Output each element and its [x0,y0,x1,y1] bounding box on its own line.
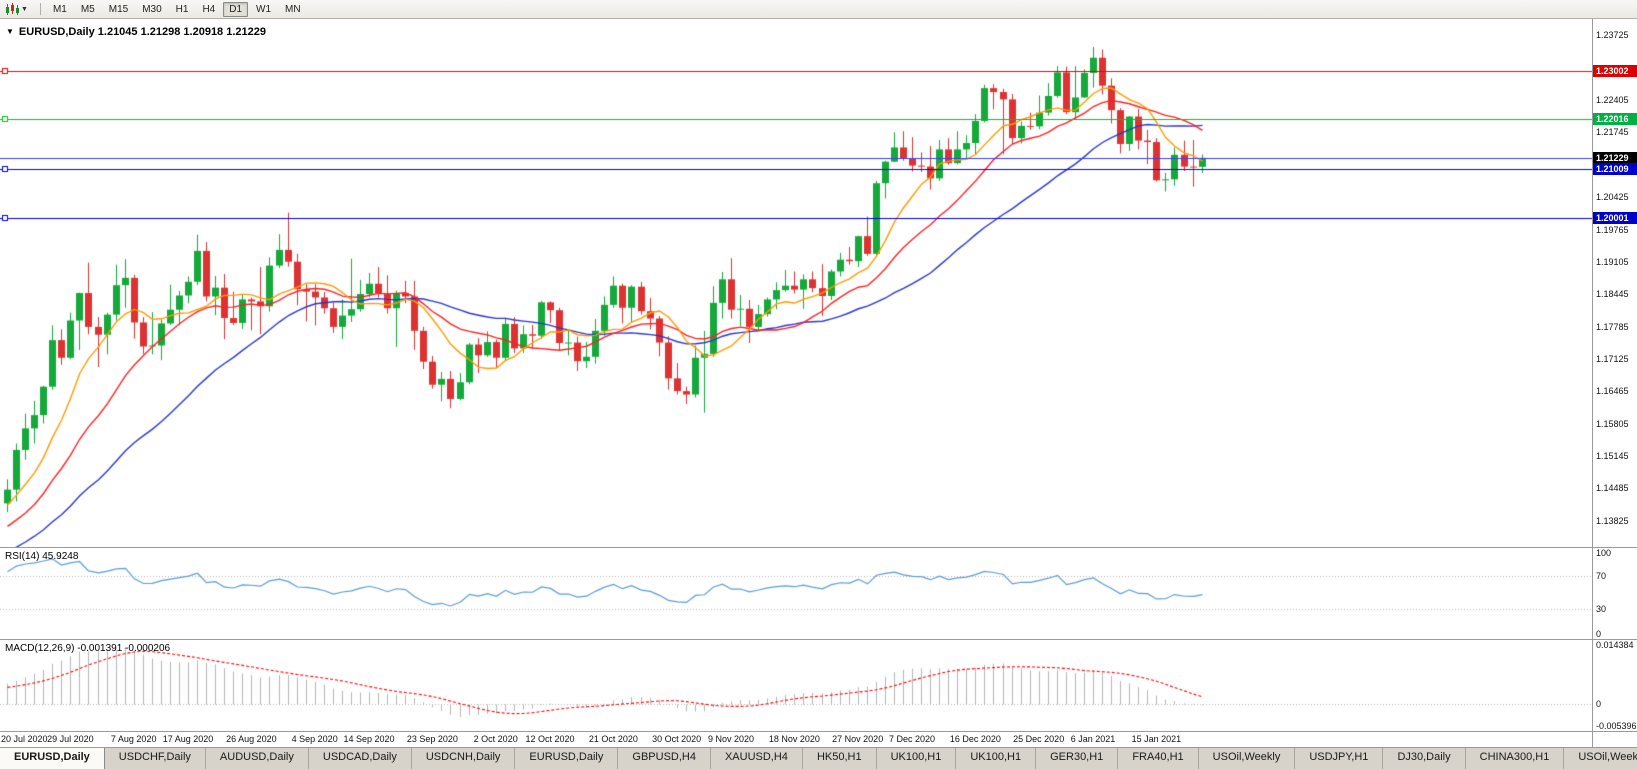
price-tick-label: 1.15805 [1596,418,1629,429]
timeframe-button-mn[interactable]: MN [285,3,301,15]
macd-label: MACD(12,26,9) -0.001391 -0.000206 [5,643,171,654]
chart-tab[interactable]: FRA40,H1 [1118,748,1199,769]
date-tick-label: 14 Sep 2020 [343,734,395,744]
chart-tab[interactable]: AUDUSD,Daily [206,748,309,769]
macd-canvas[interactable] [0,640,1592,731]
date-tick-label: 7 Dec 2020 [888,734,936,744]
price-axis[interactable]: 1.23725 1.22405 1.21745 1.20425 1.19765 1.191… [1592,19,1637,547]
price-tick-label: 1.15145 [1596,451,1629,462]
chart-tab[interactable]: EURUSD,Daily [0,748,105,769]
macd-tick-label: 0 [1596,698,1602,709]
chart-tab[interactable]: UK100,H1 [956,748,1037,769]
chart-title-text: EURUSD,Daily 1.21045 1.21298 1.20918 1.2… [18,26,266,38]
rsi-label: RSI(14) 45.9248 [5,551,79,562]
date-tick-label: 26 Aug 2020 [226,734,277,744]
date-tick-label: 6 Jan 2021 [1070,734,1116,744]
price-chart-panel: ▼ EURUSD,Daily 1.21045 1.21298 1.20918 1… [0,19,1637,547]
timeframe-button-m15[interactable]: M15 [108,3,129,15]
rsi-tick-label: 70 [1596,570,1607,581]
chart-tab[interactable]: USDCHF,Daily [105,748,206,769]
price-tick-label: 1.13825 [1596,515,1629,526]
timeframe-button-m5[interactable]: M5 [80,3,95,15]
price-level-badge: 1.22016 [1593,113,1637,126]
chart-tab[interactable]: GBPUSD,H4 [618,748,711,769]
date-tick-label: 30 Oct 2020 [652,734,702,744]
timeframe-button-w1[interactable]: W1 [256,3,272,15]
chart-title: ▼ EURUSD,Daily 1.21045 1.21298 1.20918 1… [6,26,266,38]
date-tick-label: 17 Aug 2020 [162,734,214,744]
date-tick-label: 29 Jul 2020 [47,734,94,744]
price-tick-label: 1.22405 [1596,95,1629,106]
date-tick-label: 12 Oct 2020 [525,734,575,744]
timeframe-button-m1[interactable]: M1 [52,3,67,15]
price-level-badge: 1.21009 [1593,162,1637,175]
price-tick-label: 1.19105 [1596,256,1629,267]
chart-tab[interactable]: USDCAD,Daily [309,748,412,769]
macd-axis: 0.014384 0 -0.005396 [1592,640,1637,731]
chart-tab[interactable]: GER30,H1 [1036,748,1119,769]
price-chart-canvas[interactable] [0,19,1592,547]
macd-tick-label: -0.005396 [1596,721,1637,731]
price-tick-label: 1.21745 [1596,127,1629,138]
chart-tab[interactable]: CHINA300,H1 [1466,748,1565,769]
timeframe-button-h4[interactable]: H4 [202,3,216,15]
date-tick-label: 9 Nov 2020 [707,734,755,744]
macd-panel: MACD(12,26,9) -0.001391 -0.000206 0.0143… [0,639,1637,731]
toolbar-separator [39,3,41,15]
chart-tab[interactable]: USOil,Weekly [1564,748,1637,769]
rsi-tick-label: 0 [1596,629,1602,639]
price-tick-label: 1.19765 [1596,224,1629,235]
time-axis-corner [1592,732,1637,747]
date-tick-label: 25 Dec 2020 [1013,734,1065,744]
price-tick-label: 1.23725 [1596,30,1629,41]
chart-tab[interactable]: HK50,H1 [803,748,877,769]
rsi-panel: RSI(14) 45.9248 100 70 30 0 [0,547,1637,639]
date-tick-label: 23 Sep 2020 [406,734,458,744]
date-tick-label: 15 Jan 2021 [1131,734,1182,744]
collapse-arrow-icon[interactable]: ▼ [6,27,14,36]
date-tick-label: 4 Sep 2020 [291,734,338,744]
rsi-tick-label: 30 [1596,604,1607,615]
macd-tick-label: 0.014384 [1596,640,1634,650]
chart-tab[interactable]: USDJPY,H1 [1295,748,1384,769]
price-tick-label: 1.17785 [1596,321,1629,332]
price-tick-label: 1.20425 [1596,192,1629,203]
date-tick-label: 20 Jul 2020 [1,734,48,744]
chart-tab[interactable]: UK100,H1 [877,748,957,769]
rsi-canvas[interactable] [0,548,1592,639]
price-tick-label: 1.18445 [1596,289,1629,300]
timeframe-button-h1[interactable]: H1 [175,3,189,15]
price-tick-label: 1.14485 [1596,483,1629,494]
time-axis[interactable]: 20 Jul 2020 29 Jul 2020 7 Aug 2020 17 Aug 2… [0,731,1637,747]
price-tick-label: 1.16465 [1596,386,1629,397]
date-tick-label: 21 Oct 2020 [588,734,638,744]
rsi-axis: 100 70 30 0 [1592,548,1637,639]
chart-tab[interactable]: USDCNH,Daily [412,748,516,769]
timeframe-button-d1[interactable]: D1 [223,1,249,17]
timeframe-toolbar: ▼ M1 M5 M15 M30 H1 H4 D1 W1 MN [0,0,1637,19]
chart-tab[interactable]: EURUSD,Daily [515,748,619,769]
price-level-badge: 1.20001 [1593,211,1637,224]
date-tick-label: 2 Oct 2020 [473,734,518,744]
date-tick-label: 16 Dec 2020 [949,734,1001,744]
chart-tabs-bar: EURUSD,Daily USDCHF,Daily AUDUSD,Daily USDC… [0,747,1637,769]
chart-tab[interactable]: XAUUSD,H4 [711,748,803,769]
chart-tab[interactable]: DJ30,Daily [1383,748,1466,769]
rsi-tick-label: 100 [1596,548,1612,558]
date-tick-label: 7 Aug 2020 [110,734,157,744]
chart-type-icon[interactable] [5,2,19,16]
date-tick-label: 18 Nov 2020 [768,734,820,744]
chart-tab[interactable]: USOil,Weekly [1199,748,1296,769]
chevron-down-icon[interactable]: ▼ [21,5,28,13]
price-level-badge: 1.23002 [1593,64,1637,77]
timeframe-buttons: M1 M5 M15 M30 H1 H4 D1 W1 MN [47,1,307,17]
date-tick-label: 27 Nov 2020 [832,734,884,744]
price-level-badge: 1.21229 [1593,151,1637,164]
timeframe-button-m30[interactable]: M30 [142,3,162,15]
price-tick-label: 1.17125 [1596,353,1629,364]
